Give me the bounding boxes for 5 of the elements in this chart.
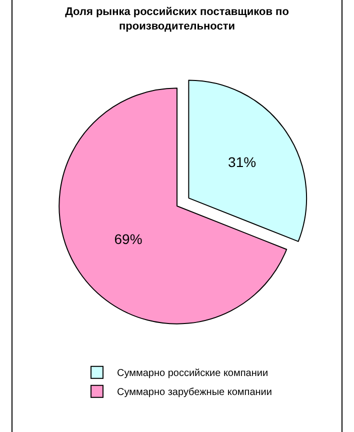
chart-title: Доля рынка российских поставщиков по производительности bbox=[65, 6, 290, 32]
legend-label: Суммарно российские компании bbox=[117, 368, 268, 380]
data-label: 31% bbox=[228, 154, 256, 170]
legend-label: Суммарно зарубежные компании bbox=[117, 387, 272, 398]
data-label: 69% bbox=[114, 231, 142, 248]
